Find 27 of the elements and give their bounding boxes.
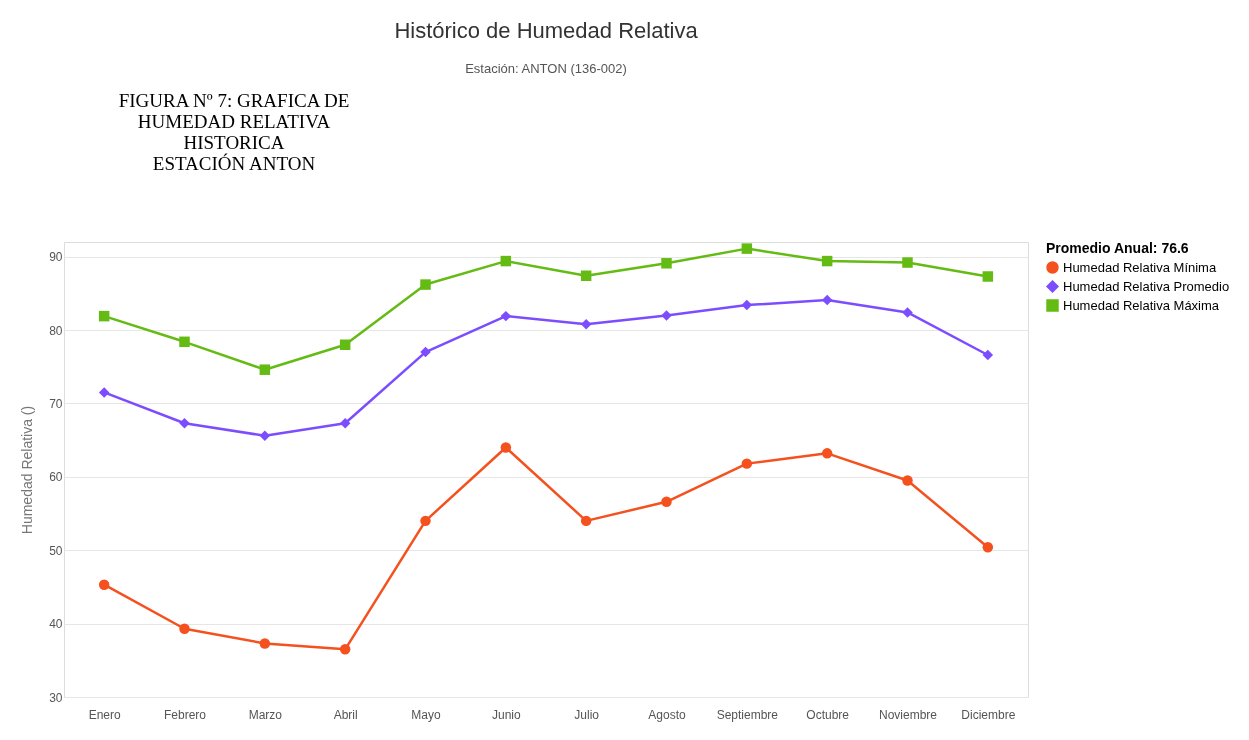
x-tick-label: Marzo <box>248 707 283 722</box>
x-tick-label: Abril <box>333 707 358 722</box>
chart-title: Histórico de Humedad Relativa <box>394 18 699 43</box>
y-tick-label: 30 <box>49 690 63 705</box>
x-tick-label: Noviembre <box>878 707 938 722</box>
x-tick-label: Febrero <box>163 707 207 722</box>
chart-subtitle: Estación: ANTON (136-002) <box>465 61 627 76</box>
x-tick-label: Julio <box>574 707 600 722</box>
y-tick-label: 60 <box>49 470 63 485</box>
x-tick-label: Agosto <box>648 707 687 722</box>
legend-label: Humedad Relativa Máxima <box>1063 297 1220 313</box>
x-tick-label: Octubre <box>806 707 850 722</box>
y-tick-label: 40 <box>49 617 63 632</box>
y-tick-label: 70 <box>49 396 63 411</box>
x-tick-label: Septiembre <box>716 707 779 722</box>
y-tick-label: 80 <box>49 323 63 338</box>
y-tick-label: 50 <box>49 543 63 558</box>
text: FIGURA Nº 7: GRAFICA DE HUMEDAD RELATIVA HISTORICA ESTACIÓN ANTON <box>118 90 350 174</box>
x-tick-label: Diciembre <box>961 707 1016 722</box>
y-axis-title: Humedad Relativa () <box>19 405 36 535</box>
x-tick-label: Mayo <box>411 707 441 722</box>
y-tick-label: 90 <box>49 250 63 265</box>
x-tick-label: Enero <box>88 707 121 722</box>
legend-label: Humedad Relativa Promedio <box>1063 278 1230 294</box>
legend-label: Humedad Relativa Mínima <box>1063 259 1217 275</box>
x-tick-label: Junio <box>491 707 521 722</box>
legend-title: Promedio Anual: 76.6 <box>1046 240 1189 256</box>
